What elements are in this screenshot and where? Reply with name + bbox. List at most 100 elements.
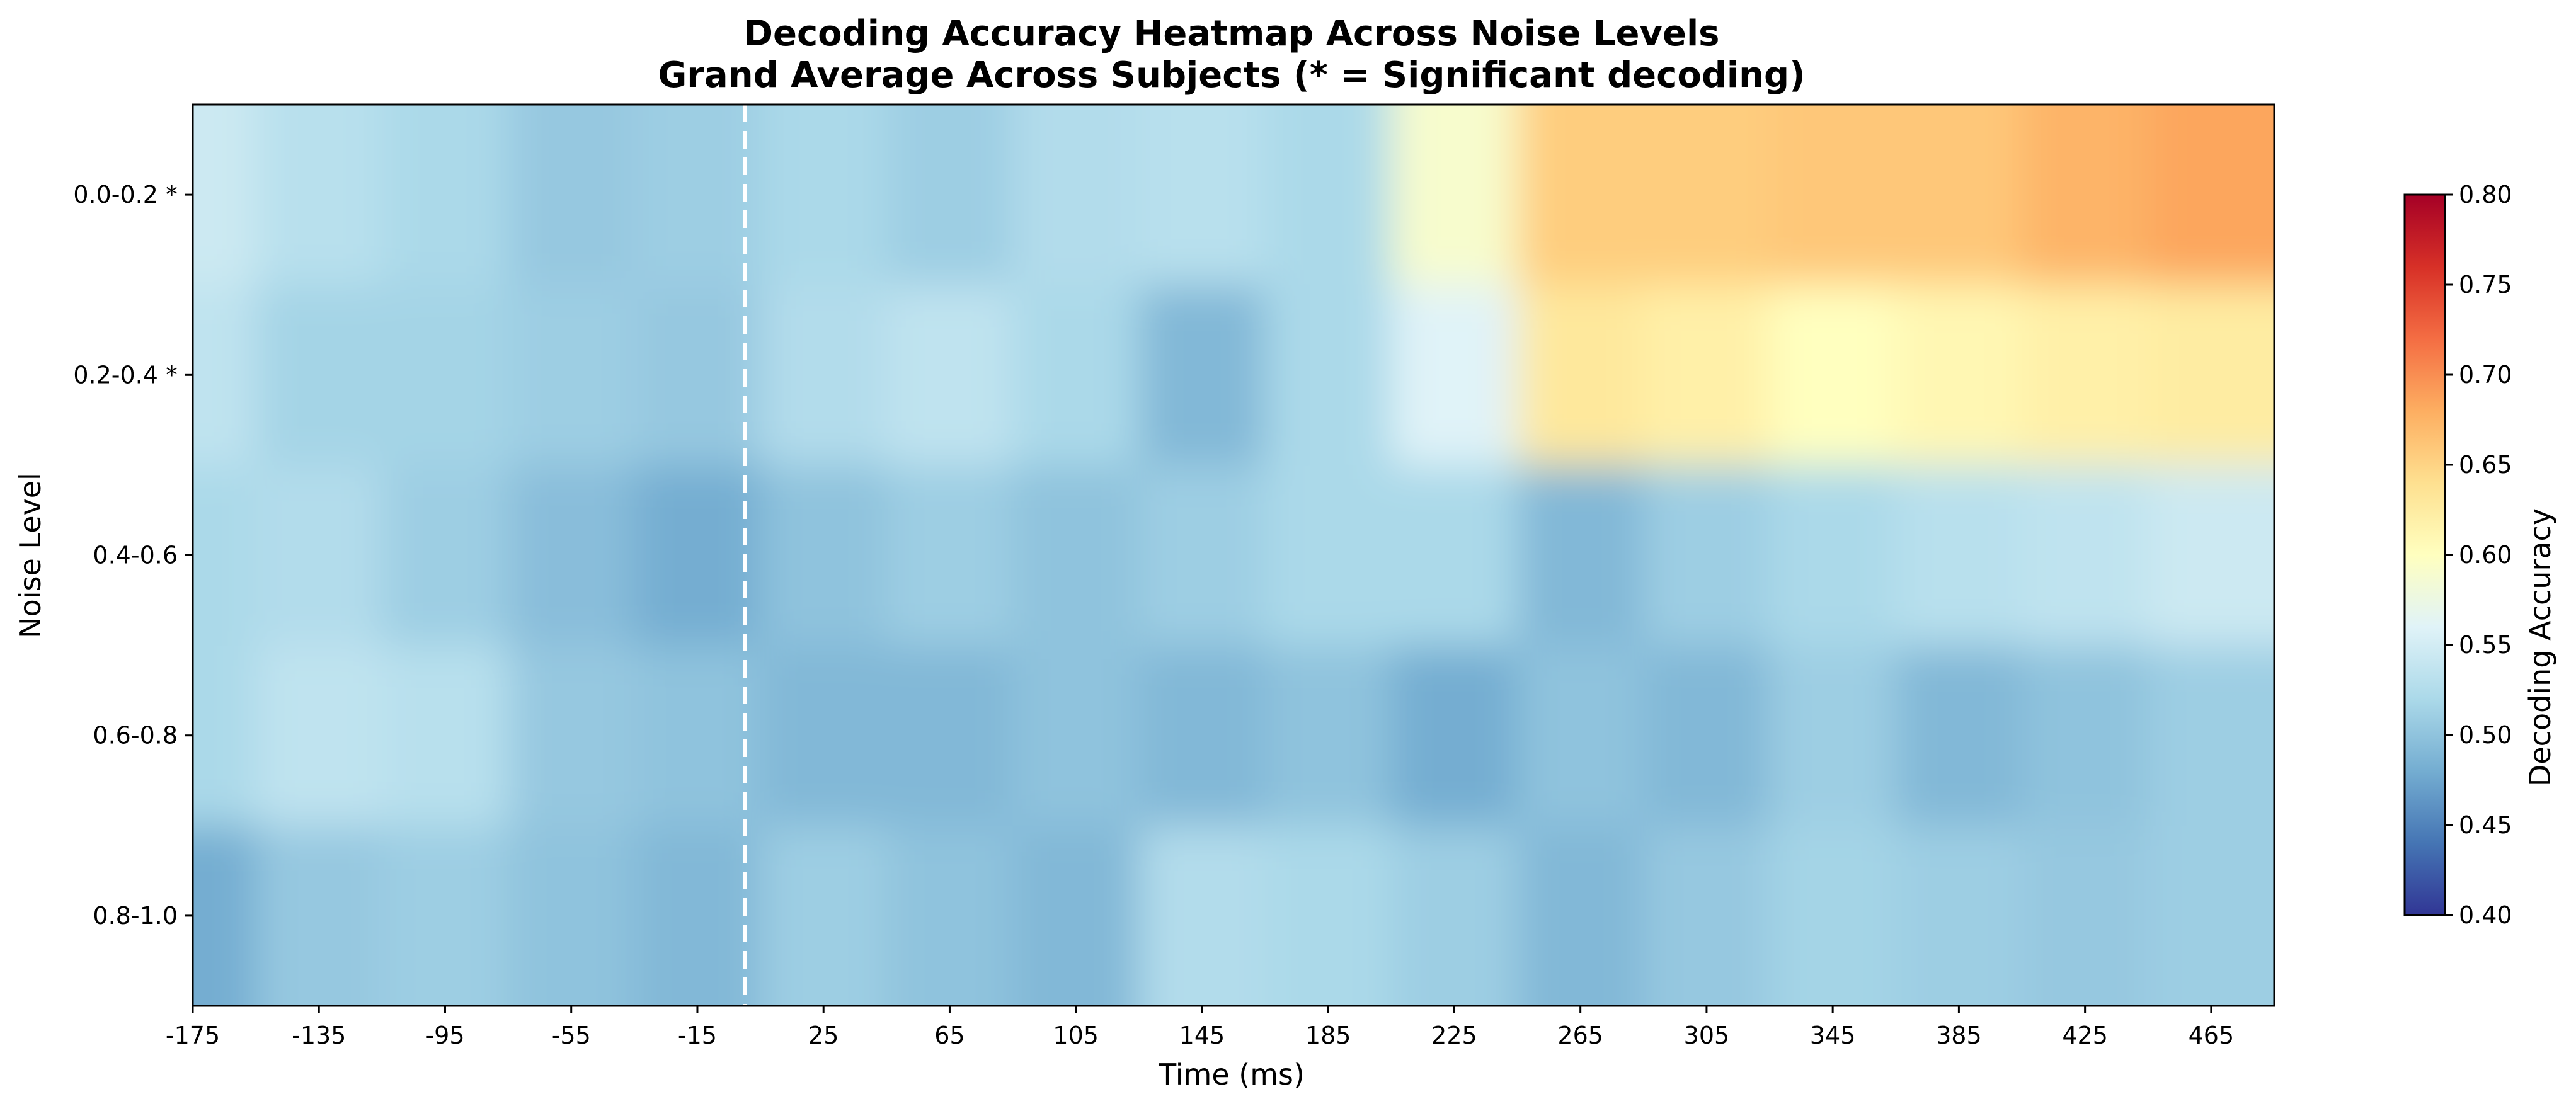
y-tick-label: 0.4-0.6 (93, 542, 178, 569)
x-tick-label: -15 (678, 1022, 717, 1049)
heatmap-cell (382, 465, 509, 646)
colorbar-tick-label: 0.45 (2459, 811, 2512, 839)
heatmap-cell (1770, 825, 1897, 1006)
x-tick-label: -135 (292, 1022, 346, 1049)
heatmap-cell (256, 825, 383, 1006)
heatmap-cell (886, 645, 1014, 826)
heatmap-cell (760, 285, 888, 466)
colorbar (2403, 193, 2446, 916)
heatmap-cell (1770, 285, 1897, 466)
heatmap-cell (1896, 105, 2023, 286)
heatmap-cell (1138, 645, 1266, 826)
heatmap-cell (1517, 465, 1644, 646)
heatmap-cell (1391, 105, 1518, 286)
colorbar-tick-label: 0.80 (2459, 181, 2512, 208)
heatmap-cell (760, 105, 888, 286)
x-axis-ticks: -175 -135 -95 -55 -15 25 65 105 145 185 225 265 305 3… (166, 1006, 2234, 1049)
colorbar-tick-label: 0.40 (2459, 901, 2512, 929)
heatmap-cell (1643, 105, 1771, 286)
y-axis-ticks: 0.0-0.2 * 0.2-0.4 * 0.4-0.6 0.6-0.8 0.8-1.0 (73, 181, 193, 930)
x-axis-label: Time (ms) (1158, 1057, 1305, 1091)
heatmap-cell (2148, 465, 2274, 646)
heatmap-cell (1265, 105, 1392, 286)
x-tick-label: 425 (2062, 1022, 2108, 1049)
heatmap-cell (193, 105, 257, 286)
heatmap-cell (1265, 645, 1392, 826)
heatmap-cell (1138, 465, 1266, 646)
colorbar-label: Decoding Accuracy (2523, 508, 2557, 787)
heatmap-cell (1012, 285, 1140, 466)
y-tick-label: 0.0-0.2 * (73, 181, 178, 208)
x-tick-label: 305 (1684, 1022, 1730, 1049)
heatmap-cell (256, 645, 383, 826)
chart-title-line-1: Decoding Accuracy Heatmap Across Noise L… (744, 13, 1720, 54)
x-tick-label: 465 (2189, 1022, 2235, 1049)
heatmap-cell (634, 105, 762, 286)
x-tick-label: 185 (1305, 1022, 1351, 1049)
heatmap-cell (1012, 645, 1140, 826)
heatmap-cell (1770, 105, 1897, 286)
heatmap-cell (886, 285, 1014, 466)
heatmap-cell (2148, 285, 2274, 466)
heatmap-cell (1896, 645, 2023, 826)
x-tick-label: -55 (552, 1022, 591, 1049)
heatmap-cell (2022, 645, 2149, 826)
colorbar-tick-label: 0.60 (2459, 541, 2512, 569)
heatmap-cell (886, 465, 1014, 646)
heatmap-cell (2022, 105, 2149, 286)
heatmap-cell (256, 105, 383, 286)
heatmap-cell (256, 285, 383, 466)
heatmap-cell (1517, 825, 1644, 1006)
x-tick-label: 25 (808, 1022, 839, 1049)
x-tick-label: 65 (934, 1022, 965, 1049)
heatmap-cell (760, 465, 888, 646)
heatmap-cell (193, 645, 257, 826)
x-tick-label: 265 (1557, 1022, 1603, 1049)
y-axis-label: Noise Level (13, 472, 47, 639)
heatmap-cell (382, 105, 509, 286)
x-tick-label: 105 (1053, 1022, 1099, 1049)
heatmap-cell (760, 825, 888, 1006)
heatmap-cell (1012, 105, 1140, 286)
x-tick-label: -175 (166, 1022, 220, 1049)
heatmap-cell (382, 285, 509, 466)
heatmap-cell (193, 825, 257, 1006)
heatmap-cell (2022, 465, 2149, 646)
heatmap-cell (382, 825, 509, 1006)
colorbar-ticks: 0.40 0.45 0.50 0.55 0.60 0.65 0.70 0.75 0.80 (2445, 181, 2512, 929)
heatmap-cell (508, 105, 635, 286)
heatmap-cell (508, 825, 635, 1006)
heatmap-cell (193, 285, 257, 466)
heatmap-cell (1138, 825, 1266, 1006)
heatmap-cell (1517, 645, 1644, 826)
chart-title-line-2: Grand Average Across Subjects (* = Signi… (658, 55, 1805, 96)
colorbar-tick-label: 0.70 (2459, 361, 2512, 389)
heatmap-cell (1643, 465, 1771, 646)
colorbar-tick-label: 0.75 (2459, 271, 2512, 299)
x-tick-label: -95 (425, 1022, 464, 1049)
heatmap-cell (2022, 825, 2149, 1006)
heatmap-cell (508, 465, 635, 646)
colorbar-tick-label: 0.65 (2459, 451, 2512, 479)
heatmap-cell (256, 465, 383, 646)
heatmap-cell (1391, 825, 1518, 1006)
heatmap-cell (508, 645, 635, 826)
y-tick-label: 0.2-0.4 * (73, 361, 178, 389)
heatmap-cell (1643, 285, 1771, 466)
colorbar-tick-label: 0.55 (2459, 631, 2512, 659)
heatmap-cell (1896, 285, 2023, 466)
y-tick-label: 0.8-1.0 (93, 902, 178, 930)
heatmap-cell (1391, 645, 1518, 826)
heatmap-cell (1138, 105, 1266, 286)
heatmap-cell (1517, 285, 1644, 466)
heatmap-cell (634, 465, 762, 646)
heatmap-cell (1138, 285, 1266, 466)
heatmap-cell (1012, 465, 1140, 646)
x-tick-label: 345 (1810, 1022, 1856, 1049)
heatmap-cell (1265, 465, 1392, 646)
heatmap-cell (1517, 105, 1644, 286)
heatmap-cell (2148, 105, 2274, 286)
x-tick-label: 145 (1179, 1022, 1225, 1049)
heatmap-cell (1265, 285, 1392, 466)
